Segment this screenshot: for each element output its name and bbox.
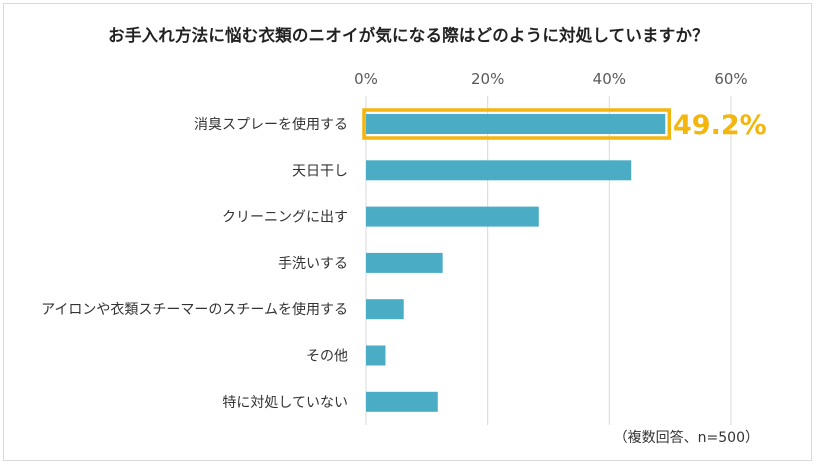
category-label: 特に対処していない <box>222 395 348 411</box>
x-tick-label: 0% <box>354 70 378 88</box>
bar <box>366 345 386 366</box>
x-tick-label: 40% <box>593 70 626 88</box>
category-label: アイロンや衣類スチーマーのスチームを使用する <box>41 301 348 318</box>
chart-title: お手入れ方法に悩む衣類のニオイが気になる際はどのように対処していますか？ <box>108 26 709 45</box>
x-tick-label: 60% <box>714 70 747 88</box>
highlight-value-label: 49.2% <box>673 110 767 141</box>
bar <box>366 114 666 134</box>
bar <box>366 160 632 181</box>
bar <box>366 206 539 227</box>
bar <box>366 252 443 273</box>
category-label: その他 <box>306 349 348 365</box>
category-label: 消臭スプレーを使用する <box>194 116 348 133</box>
highlight-box <box>362 108 672 140</box>
category-label: 天日干し <box>292 163 348 179</box>
bar <box>366 391 438 412</box>
bar <box>366 299 404 320</box>
sample-note: （複数回答、n=500） <box>613 430 759 446</box>
chart-frame <box>3 3 812 461</box>
category-label: 手洗いする <box>278 256 348 272</box>
category-label: クリーニングに出す <box>222 210 348 226</box>
x-tick-label: 20% <box>471 70 504 88</box>
